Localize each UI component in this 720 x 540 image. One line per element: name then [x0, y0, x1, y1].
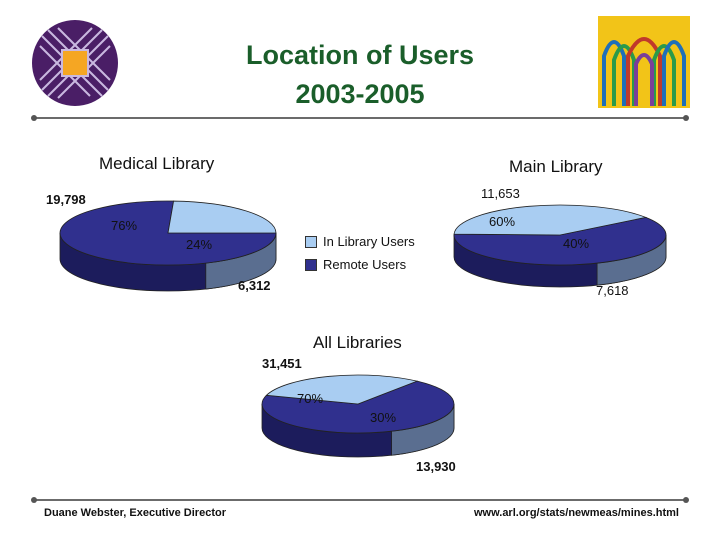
legend-in-library-label: In Library Users	[323, 234, 415, 249]
all-in-library-slice	[265, 374, 419, 405]
page-title: Location of Users 2003-2005	[170, 36, 550, 114]
main-library-title: Main Library	[509, 157, 603, 176]
footer-left: Duane Webster, Executive Director	[44, 507, 226, 519]
all-libraries-pie	[261, 374, 455, 458]
medical-library-pie	[59, 200, 277, 292]
medical-remote-percent: 76%	[111, 218, 138, 233]
medical-remote-value: 19,798	[46, 192, 86, 207]
main-inlibrary-percent: 40%	[563, 236, 590, 251]
all-inlibrary-value: 13,930	[416, 459, 456, 474]
left-logo	[32, 20, 118, 106]
medical-library-title: Medical Library	[99, 154, 215, 173]
right-logo	[598, 16, 690, 108]
top-divider-right-dot	[683, 115, 689, 121]
legend-remote-swatch	[305, 258, 317, 271]
all-remote-value: 31,451	[262, 356, 302, 371]
legend: In Library Users Remote Users	[305, 234, 415, 272]
medical-inlibrary-value: 6,312	[238, 278, 271, 293]
main-remote-slice	[453, 216, 667, 266]
all-remote-percent: 70%	[297, 391, 324, 406]
title-line-2: 2003-2005	[295, 79, 425, 109]
medical-inlibrary-percent: 24%	[186, 237, 213, 252]
main-inlibrary-value: 7,618	[596, 283, 629, 298]
all-libraries-title: All Libraries	[313, 333, 402, 352]
legend-remote: Remote Users	[305, 257, 415, 272]
legend-remote-label: Remote Users	[323, 257, 407, 272]
bottom-divider-right-dot	[683, 497, 689, 503]
main-remote-value: 11,653	[481, 186, 520, 201]
title-line-1: Location of Users	[245, 40, 475, 70]
main-library-pie	[453, 204, 667, 288]
legend-in-library: In Library Users	[305, 234, 415, 249]
main-in-library-slice	[453, 204, 648, 236]
bottom-divider	[36, 499, 684, 501]
main-remote-percent: 60%	[489, 214, 516, 229]
all-inlibrary-percent: 30%	[370, 410, 397, 425]
legend-in-library-swatch	[305, 235, 317, 248]
footer-right: www.arl.org/stats/newmeas/mines.html	[474, 507, 679, 519]
all-remote-slice	[261, 380, 455, 434]
medical-in-library-slice	[167, 200, 277, 234]
bottom-divider-left-dot	[31, 497, 37, 503]
top-divider-left-dot	[31, 115, 37, 121]
top-divider	[36, 117, 684, 119]
